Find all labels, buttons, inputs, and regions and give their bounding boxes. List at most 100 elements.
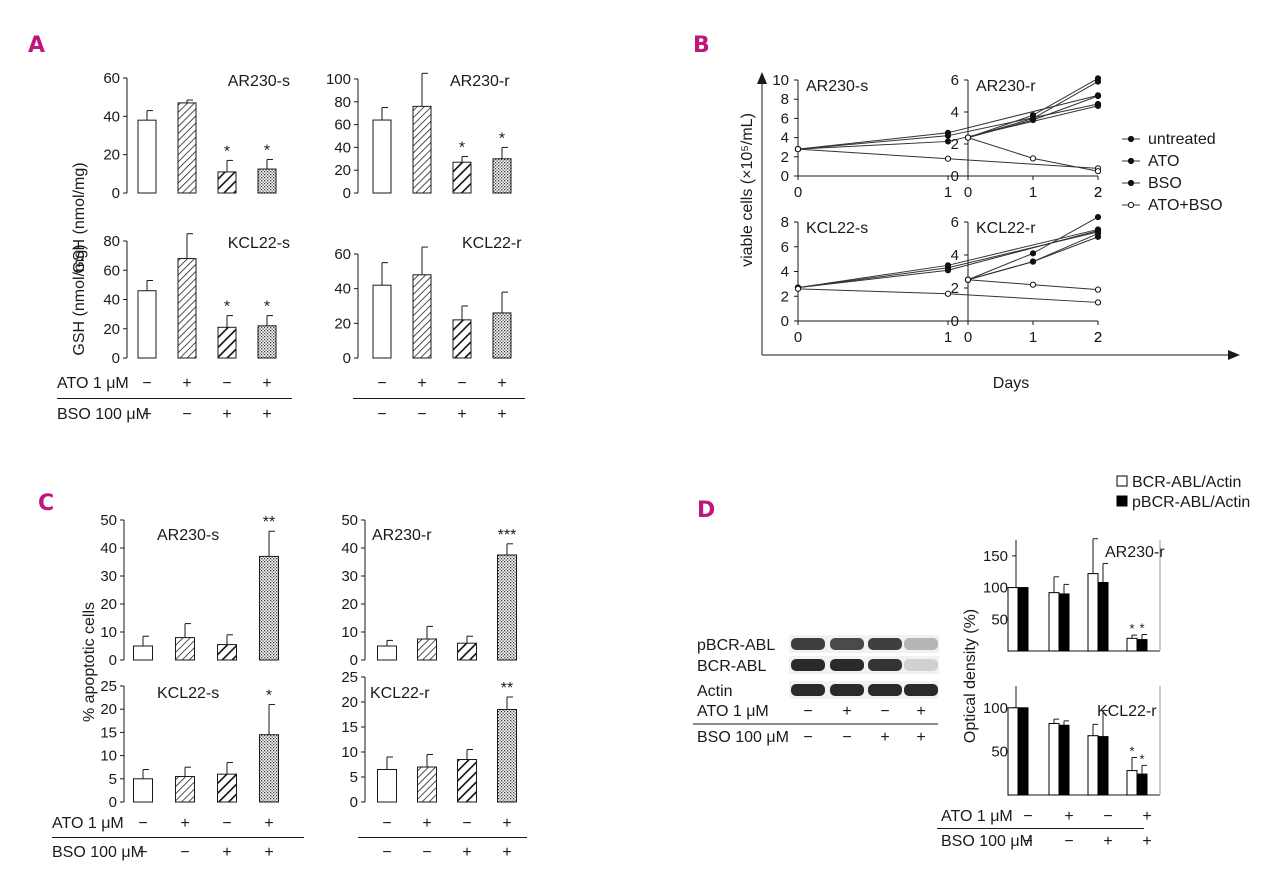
line-subplot-ar230-r: 0 2 4 6 0 1 2 AR230-r [951, 72, 1103, 201]
x-tick-label: 2 [1094, 184, 1102, 201]
data-point [794, 285, 802, 292]
significance-marker: ** [263, 514, 275, 531]
y-tick-label: 4 [781, 264, 789, 281]
bar [137, 290, 157, 359]
treatment-bso-sign: + [222, 844, 231, 861]
bar [377, 645, 397, 661]
treatment-ato-sign: − [142, 375, 151, 392]
y-tick-label: 0 [109, 652, 117, 669]
blot-band [904, 659, 938, 671]
y-tick-label: 2 [951, 136, 959, 153]
bar [412, 105, 432, 194]
treatment-ato-sign: + [916, 703, 925, 720]
y-tick-label: 50 [100, 512, 117, 529]
x-tick-label: 0 [964, 329, 972, 346]
subplot-title: AR230-r [976, 78, 1036, 95]
y-tick-label: 20 [100, 596, 117, 613]
bar [217, 644, 237, 661]
treatment-bso-sign: − [382, 844, 391, 861]
x-axis-label: Days [993, 375, 1029, 392]
data-point [944, 264, 952, 271]
treatment-bso-sign: − [803, 729, 812, 746]
treatment-ato-sign: + [262, 375, 271, 392]
significance-marker: *** [498, 527, 517, 544]
bar [452, 319, 472, 359]
y-tick-label: 10 [100, 624, 117, 641]
treatment-bso-sign: − [842, 729, 851, 746]
legend-entry: ATO+BSO [1148, 197, 1223, 214]
blot-row-label: Actin [697, 683, 733, 700]
bar [1007, 707, 1019, 796]
bar [1126, 637, 1138, 652]
treatment-bso-sign: − [180, 844, 189, 861]
treatment-ato-sign: + [1142, 808, 1151, 825]
subplot-title: AR230-s [806, 78, 868, 95]
treatment-bso-sign: − [417, 406, 426, 423]
bar [1017, 707, 1029, 796]
blot-band [868, 659, 902, 671]
treatment-ato-sign: − [377, 375, 386, 392]
line-subplot-kcl22-r: 0 2 4 6 0 1 2 KCL22-r [951, 213, 1102, 346]
y-tick-label: 50 [991, 611, 1008, 628]
y-tick-label: 40 [100, 540, 117, 557]
treatment-bso-sign: + [1103, 833, 1112, 850]
data-point [1029, 155, 1037, 162]
subplot-a-kcl22-r: 0 20 40 60 KCL22-r [334, 235, 522, 367]
y-tick-label: 10 [100, 748, 117, 765]
bar [177, 102, 197, 194]
y-tick-label: 5 [109, 771, 117, 788]
data-point [1029, 116, 1037, 124]
panel-letter-d: D [697, 498, 715, 523]
treatment-ato-sign: − [462, 815, 471, 832]
treatment-label-bso: BSO 100 μM [697, 729, 789, 746]
treatment-ato-sign: + [842, 703, 851, 720]
y-tick-label: 6 [781, 239, 789, 256]
y-tick-label: 4 [951, 104, 959, 121]
legend-swatch [1116, 475, 1128, 487]
y-tick-label: 20 [341, 694, 358, 711]
subplot-title: KCL22-r [370, 685, 430, 702]
y-tick-label: 150 [983, 548, 1008, 565]
bar [457, 642, 477, 661]
y-tick-label: 2 [781, 288, 789, 305]
y-tick-label: 60 [334, 117, 351, 134]
y-tick-label: 10 [341, 744, 358, 761]
series-line [967, 137, 1099, 172]
y-tick-label: 20 [103, 321, 120, 338]
legend-entry: BSO [1148, 175, 1182, 192]
series-line [797, 228, 1099, 289]
bar [1126, 770, 1138, 796]
blot-band [904, 638, 938, 650]
bar [217, 171, 237, 194]
significance-marker: * [264, 299, 270, 316]
blot-band [830, 659, 864, 671]
significance-marker: * [224, 143, 230, 160]
grouped-subplot-ar230-r: 50 100 150 * * AR230-r [983, 538, 1165, 652]
legend-swatch [1116, 495, 1128, 507]
x-tick-label: 0 [964, 184, 972, 201]
bar [377, 769, 397, 803]
bar [1087, 735, 1099, 796]
y-tick-label: 15 [100, 724, 117, 741]
data-point [964, 134, 972, 141]
y-tick-label: 40 [341, 540, 358, 557]
treatment-ato-sign: − [1023, 808, 1032, 825]
bar [1017, 587, 1029, 652]
treatment-ato-sign: + [417, 375, 426, 392]
y-tick-label: 40 [103, 108, 120, 125]
y-tick-label: 0 [343, 350, 351, 367]
legend-marker [1127, 135, 1135, 143]
data-point [1094, 102, 1102, 110]
y-tick-label: 0 [112, 350, 120, 367]
subplot-c-kcl22-r: 0 5 10 15 20 25 ** KCL22-r [341, 669, 517, 811]
significance-marker: * [499, 130, 505, 147]
treatment-label-ato: ATO 1 μM [697, 703, 769, 720]
y-tick-label: 50 [991, 743, 1008, 760]
treatment-bso-sign: − [377, 406, 386, 423]
bar [1048, 592, 1060, 652]
data-point [944, 138, 952, 145]
treatment-bso-sign: − [142, 406, 151, 423]
treatment-bso-sign: − [1023, 833, 1032, 850]
y-tick-label: 20 [100, 701, 117, 718]
